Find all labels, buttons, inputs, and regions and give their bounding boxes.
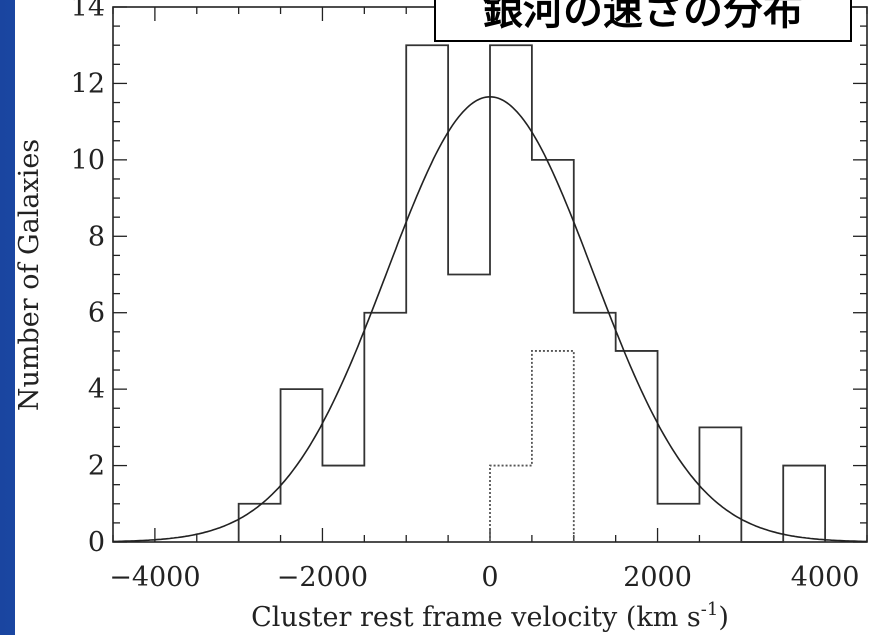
- x-tick-label: −4000: [109, 562, 200, 593]
- y-axis-label: Number of Galaxies: [14, 139, 45, 411]
- y-tick-label: 12: [71, 68, 105, 99]
- histogram-solid-outline-bar: [699, 427, 741, 542]
- histogram-solid-outline-bar: [783, 466, 825, 542]
- histogram-solid-outline-bar: [490, 45, 532, 542]
- histogram-solid-outline-bar: [364, 313, 406, 542]
- histogram-solid-outline-bar: [406, 45, 448, 542]
- x-axis-label-sup: -1: [701, 599, 719, 620]
- y-tick-label: 2: [88, 451, 105, 482]
- histogram-dotted-outline: [489, 350, 575, 542]
- histogram-solid-outline-bar: [574, 313, 616, 542]
- x-tick-label: 2000: [623, 562, 692, 593]
- x-axis-label-end: ): [718, 602, 729, 633]
- y-tick-label: 14: [71, 0, 105, 23]
- tick-labels: −4000 −2000 0 2000 4000 0 2 4 6 8 10 12 14: [71, 0, 860, 593]
- histogram-solid-outline-bar: [448, 275, 490, 543]
- y-tick-label: 6: [88, 298, 105, 329]
- histogram-solid-outline-bar: [322, 466, 364, 542]
- histogram-solid-outline-bar: [239, 504, 281, 542]
- x-axis-label: Cluster rest frame velocity (km s-1): [251, 599, 729, 633]
- y-tick-label: 0: [88, 527, 105, 558]
- gaussian-curve: [113, 95, 867, 543]
- y-tick-label: 8: [88, 221, 105, 252]
- histogram-dotted-outline-bar: [532, 351, 574, 542]
- histogram-solid-outline: [237, 44, 827, 543]
- histogram-solid-outline-bar: [658, 504, 700, 542]
- y-tick-label: 4: [88, 374, 105, 405]
- x-tick-label: −2000: [277, 562, 368, 593]
- x-tick-label: 4000: [791, 562, 860, 593]
- gaussian-fit: [113, 95, 867, 543]
- x-tick-label: 0: [481, 562, 498, 593]
- slide-title: 銀河の速さの分布: [434, 0, 852, 42]
- histogram-dotted: [489, 350, 575, 542]
- chart-panel: [15, 0, 877, 635]
- histogram-solid-outline-bar: [281, 389, 323, 542]
- histogram-solid: [237, 44, 827, 543]
- histogram-dotted-outline-bar: [490, 466, 532, 542]
- y-tick-label: 10: [71, 145, 105, 176]
